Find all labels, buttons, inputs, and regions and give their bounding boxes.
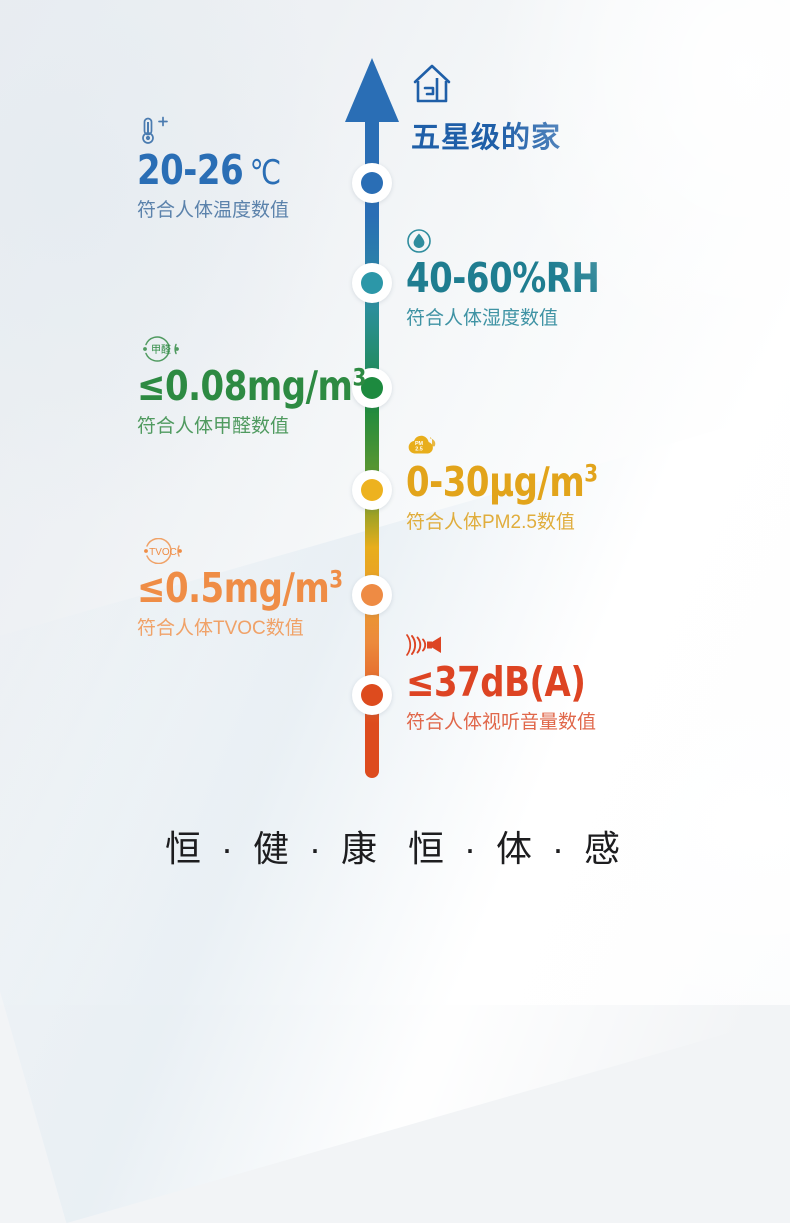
pm25-cloud-icon: PM 2.5: [406, 432, 614, 458]
water-drop-circle-icon: [406, 228, 616, 254]
metric-temperature-number: 20-26: [137, 146, 244, 194]
formaldehyde-circle-icon-svg: 甲醛: [143, 336, 179, 362]
metric-temperature-desc: 符合人体温度数值: [137, 200, 290, 221]
house-icon: [411, 58, 561, 106]
metric-tvoc-desc: 符合人体TVOC数值: [137, 618, 304, 639]
axis-dot-pm25: [352, 470, 392, 510]
metric-formaldehyde-value: ≤0.08mg/m3: [137, 363, 366, 407]
headline-text: 五星级的家: [411, 122, 562, 154]
tvoc-circle-icon: TVOC: [137, 538, 361, 564]
water-drop-circle-icon-svg: [407, 229, 431, 253]
house-icon-svg: [413, 64, 451, 103]
footer-slogan-right: 恒 · 体 · 感: [408, 828, 625, 869]
speaker-waves-icon: [406, 632, 601, 658]
footer-slogan-left: 恒 · 健 · 康: [165, 828, 382, 869]
metric-tvoc-sup: 3: [329, 565, 343, 594]
metric-temperature-value: 20-26 ℃: [137, 150, 281, 191]
axis-dot-temperature: [352, 163, 392, 203]
tvoc-icon-label: TVOC: [149, 547, 177, 558]
thermometer-plus-icon: [137, 116, 294, 146]
pm25-icon-label-top: PM: [415, 441, 424, 447]
metric-temperature-unit: ℃: [249, 153, 282, 193]
metric-humidity: 40-60%RH 符合人体湿度数值: [406, 228, 616, 331]
tvoc-circle-icon-svg: TVOC: [144, 538, 182, 564]
pm25-icon-label-bottom: 2.5: [415, 447, 423, 453]
metric-noise-value: ≤37dB(A): [406, 658, 586, 706]
metric-pm25-desc: 符合人体PM2.5数值: [406, 512, 575, 533]
speaker-waves-icon-svg: [406, 634, 441, 656]
metric-tvoc: TVOC ≤0.5mg/m3 符合人体TVOC数值: [137, 538, 361, 641]
metric-humidity-desc: 符合人体湿度数值: [406, 308, 559, 329]
axis-dot-humidity: [352, 263, 392, 303]
metric-pm25: PM 2.5 0-30μg/m3 符合人体PM2.5数值: [406, 432, 614, 535]
metric-pm25-sup: 3: [584, 459, 598, 488]
axis-dot-tvoc: [352, 575, 392, 615]
metric-noise-desc: 符合人体视听音量数值: [406, 712, 597, 733]
arrow-head-icon: [345, 58, 399, 122]
formaldehyde-circle-icon: 甲醛: [137, 336, 386, 362]
axis-dot-noise: [352, 675, 392, 715]
metric-tvoc-number: ≤0.5mg/m: [137, 564, 330, 612]
metric-formaldehyde: 甲醛 ≤0.08mg/m3 符合人体甲醛数值: [137, 336, 386, 439]
metric-humidity-value: 40-60%RH: [406, 254, 600, 302]
metric-tvoc-value: ≤0.5mg/m3: [137, 565, 343, 609]
infographic-canvas: 五星级的家 20-26 ℃ 符合人体温度数值 40-60%RH 符合人体湿度数值: [0, 0, 790, 1005]
axis-dot-formaldehyde: [352, 368, 392, 408]
thermometer-plus-icon-svg: [142, 116, 168, 144]
pm25-cloud-icon-svg: PM 2.5: [408, 435, 436, 454]
metric-pm25-number: 0-30μg/m: [406, 458, 585, 506]
metric-noise: ≤37dB(A) 符合人体视听音量数值: [406, 632, 601, 735]
formaldehyde-icon-label: 甲醛: [151, 343, 171, 356]
metric-temperature: 20-26 ℃ 符合人体温度数值: [137, 116, 294, 223]
metric-pm25-value: 0-30μg/m3: [406, 459, 598, 503]
metric-formaldehyde-number: ≤0.08mg/m: [137, 362, 353, 410]
headline-block: 五星级的家: [411, 58, 561, 156]
metric-formaldehyde-desc: 符合人体甲醛数值: [137, 416, 290, 437]
footer-slogan: 恒 · 健 · 康恒 · 体 · 感: [0, 820, 790, 872]
metric-formaldehyde-sup: 3: [352, 363, 366, 392]
